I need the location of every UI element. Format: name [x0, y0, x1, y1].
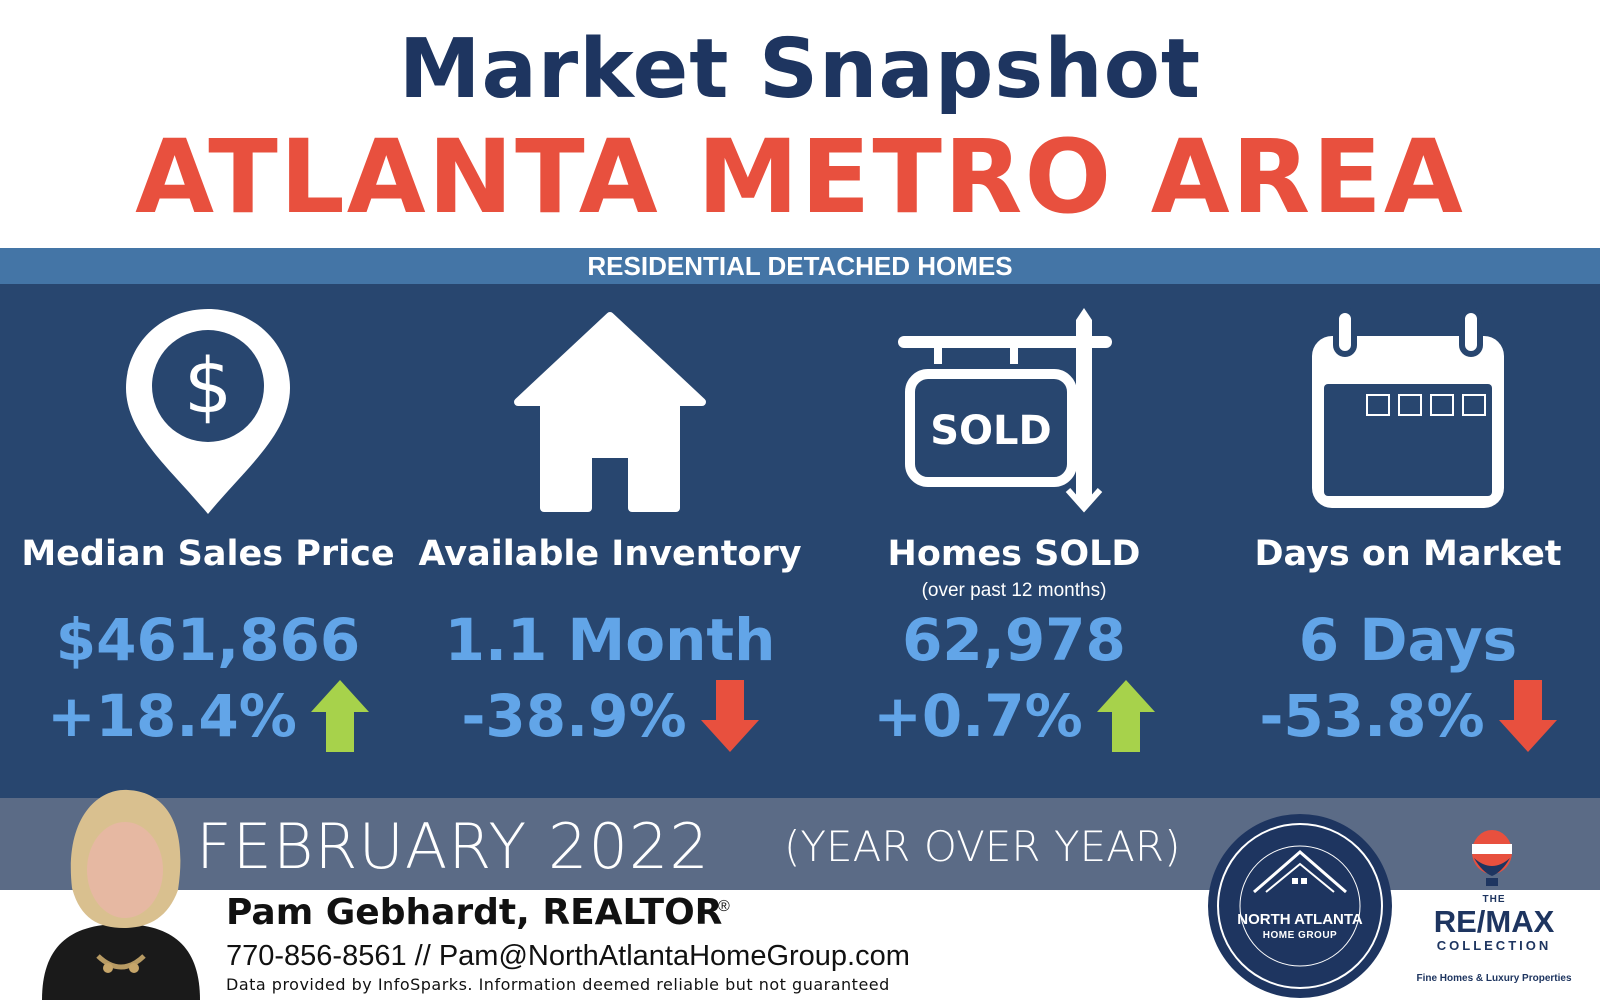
data-disclaimer: Data provided by InfoSparks. Information… — [226, 975, 890, 994]
registered-mark: ® — [718, 898, 730, 915]
stat-value: $461,866 — [55, 606, 361, 674]
stat-change: +18.4% — [47, 682, 297, 750]
north-atlanta-seal-logo — [1208, 814, 1392, 998]
header: Market Snapshot ATLANTA METRO AREA — [0, 0, 1600, 248]
category-band: RESIDENTIAL DETACHED HOMES — [0, 248, 1600, 284]
stat-label: Median Sales Price — [21, 534, 395, 574]
stat-label: Available Inventory — [418, 534, 802, 574]
comparison-label: (YEAR OVER YEAR) — [784, 822, 1181, 871]
seal-line-2: HOME GROUP — [1262, 930, 1338, 941]
agent-photo — [42, 789, 200, 1000]
balloon-logo-icon — [1472, 830, 1512, 886]
page-title: Market Snapshot — [398, 22, 1202, 117]
stat-value: 6 Days — [1298, 606, 1518, 674]
svg-text:SOLD: SOLD — [930, 408, 1052, 454]
up-arrow-icon — [1096, 680, 1155, 752]
stat-change: -53.8% — [1259, 682, 1485, 750]
stat-median-sales-price: $ Median Sales Price $461,866 +18.4% — [8, 284, 408, 798]
brand-name: RE/MAX — [1433, 904, 1555, 939]
stat-value: 62,978 — [902, 606, 1126, 674]
agent-name: Pam Gebhardt, REALTOR — [226, 892, 723, 933]
up-arrow-icon — [310, 680, 369, 752]
stats-panel: $ Median Sales Price $461,866 +18.4% Ava… — [0, 284, 1600, 798]
brand-tagline: Fine Homes & Luxury Properties — [1416, 973, 1572, 984]
stat-available-inventory: Available Inventory 1.1 Month -38.9% — [410, 284, 810, 798]
brand-the: THE — [1482, 894, 1506, 905]
down-arrow-icon — [1498, 680, 1557, 752]
seal-line-1: NORTH ATLANTA — [1237, 911, 1363, 928]
dollar-pin-icon: $ — [126, 309, 290, 514]
sold-sign-icon: SOLD — [898, 308, 1112, 513]
stat-label: Days on Market — [1254, 534, 1562, 574]
stat-change: +0.7% — [873, 682, 1083, 750]
brand-collection: COLLECTION — [1436, 938, 1552, 953]
svg-text:$: $ — [184, 341, 232, 430]
stat-label: Homes SOLD — [887, 534, 1141, 574]
stat-value: 1.1 Month — [444, 606, 776, 674]
stat-change: -38.9% — [461, 682, 687, 750]
calendar-icon — [1312, 307, 1504, 508]
down-arrow-icon — [700, 680, 759, 752]
stat-days-on-market: Days on Market 6 Days -53.8% — [1208, 284, 1600, 798]
stat-homes-sold: SOLD Homes SOLD (over past 12 months) 62… — [814, 284, 1214, 798]
agent-contact: 770-856-8561 // Pam@NorthAtlantaHomeGrou… — [226, 940, 910, 972]
house-icon — [514, 312, 706, 512]
stat-note: (over past 12 months) — [921, 580, 1107, 601]
page-subtitle: ATLANTA METRO AREA — [135, 118, 1465, 237]
report-month: FEBRUARY 2022 — [196, 810, 710, 883]
